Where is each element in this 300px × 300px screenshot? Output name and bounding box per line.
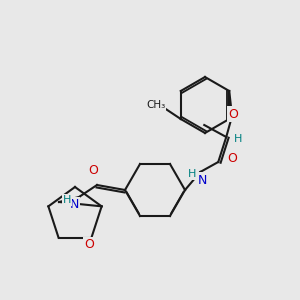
Text: H: H <box>234 134 242 144</box>
Text: CH₃: CH₃ <box>146 100 165 110</box>
Text: O: O <box>88 164 98 178</box>
Text: H: H <box>63 195 71 205</box>
Text: N: N <box>198 173 207 187</box>
Text: O: O <box>85 238 94 251</box>
Text: H: H <box>188 169 196 179</box>
Text: O: O <box>228 107 238 121</box>
Text: O: O <box>227 152 237 164</box>
Text: N: N <box>69 199 79 212</box>
